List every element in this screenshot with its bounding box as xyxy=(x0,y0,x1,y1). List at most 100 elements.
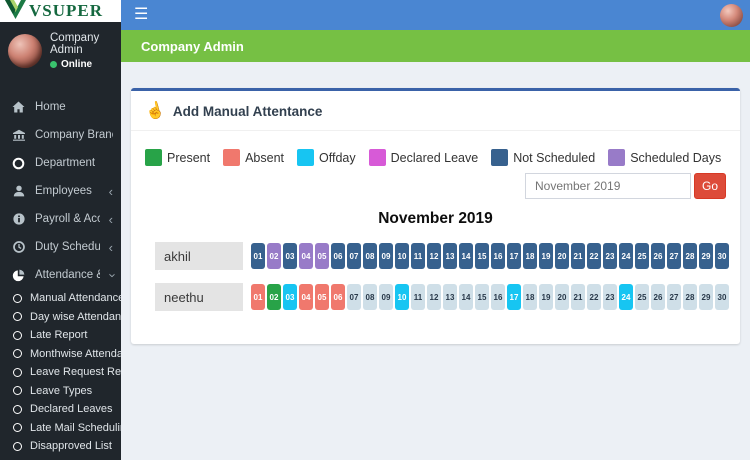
day-cell[interactable]: 29 xyxy=(699,243,713,269)
sidebar-subitem-day-wise-attendance[interactable]: Day wise Attendance xyxy=(0,308,121,327)
day-cell[interactable]: 04 xyxy=(299,284,313,310)
day-cell[interactable]: 09 xyxy=(379,243,393,269)
topbar-user-avatar[interactable] xyxy=(720,3,743,27)
day-cell[interactable]: 06 xyxy=(331,284,345,310)
day-cell[interactable]: 21 xyxy=(571,243,585,269)
day-cell[interactable]: 23 xyxy=(603,243,617,269)
sidebar-subitem-declared-leaves[interactable]: Declared Leaves xyxy=(0,400,121,419)
sidebar-item-employees[interactable]: Employees ‹ xyxy=(0,177,121,205)
sidebar-subitem-label: Late Report xyxy=(30,329,88,342)
circle-o-icon xyxy=(13,423,22,433)
month-input[interactable] xyxy=(525,173,691,199)
day-cell[interactable]: 06 xyxy=(331,243,345,269)
day-cell[interactable]: 18 xyxy=(523,243,537,269)
logo[interactable]: VSUPER xyxy=(0,0,121,22)
day-cell[interactable]: 10 xyxy=(395,284,409,310)
day-cell[interactable]: 14 xyxy=(459,243,473,269)
day-cell[interactable]: 16 xyxy=(491,243,505,269)
day-cell[interactable]: 15 xyxy=(475,284,489,310)
day-cell[interactable]: 04 xyxy=(299,243,313,269)
day-cell[interactable]: 21 xyxy=(571,284,585,310)
bank-icon xyxy=(11,129,26,141)
day-cell[interactable]: 26 xyxy=(651,284,665,310)
day-cell[interactable]: 08 xyxy=(363,284,377,310)
day-cell[interactable]: 27 xyxy=(667,243,681,269)
day-cell[interactable]: 19 xyxy=(539,284,553,310)
day-cell[interactable]: 30 xyxy=(715,243,729,269)
day-cell[interactable]: 03 xyxy=(283,243,297,269)
card-body: Present Absent Offday Declared Leave Not Sch… xyxy=(131,131,740,344)
day-cell[interactable]: 13 xyxy=(443,243,457,269)
day-cell[interactable]: 17 xyxy=(507,243,521,269)
day-cell[interactable]: 01 xyxy=(251,243,265,269)
day-cell[interactable]: 22 xyxy=(587,243,601,269)
legend-item-absent: Absent xyxy=(223,149,284,166)
content-area: ☝ Add Manual Attentance Present Absent Off… xyxy=(121,62,750,460)
day-cell[interactable]: 07 xyxy=(347,243,361,269)
day-cell[interactable]: 08 xyxy=(363,243,377,269)
day-cell[interactable]: 01 xyxy=(251,284,265,310)
sidebar-subitem-late-report[interactable]: Late Report xyxy=(0,326,121,345)
day-cell[interactable]: 28 xyxy=(683,243,697,269)
day-cell[interactable]: 12 xyxy=(427,243,441,269)
circle-o-icon xyxy=(13,312,22,322)
day-cell[interactable]: 23 xyxy=(603,284,617,310)
sidebar-subitem-manual-attendance[interactable]: Manual Attendance xyxy=(0,289,121,308)
sidebar-subitem-monthwise-attendance-report[interactable]: Monthwise Attendance Report xyxy=(0,345,121,364)
user-icon xyxy=(11,185,26,197)
day-cell[interactable]: 24 xyxy=(619,243,633,269)
day-cell[interactable]: 18 xyxy=(523,284,537,310)
sidebar-subitem-leave-types[interactable]: Leave Types xyxy=(0,382,121,401)
legend: Present Absent Offday Declared Leave Not Sch… xyxy=(145,149,726,166)
chevron-left-icon: ‹ xyxy=(108,239,113,255)
day-cell[interactable]: 20 xyxy=(555,284,569,310)
day-cell[interactable]: 30 xyxy=(715,284,729,310)
legend-label: Declared Leave xyxy=(390,150,479,165)
day-cell[interactable]: 05 xyxy=(315,284,329,310)
day-cell[interactable]: 14 xyxy=(459,284,473,310)
sidebar-subitem-late-mail-scheduling[interactable]: Late Mail Scheduling xyxy=(0,419,121,438)
day-cell[interactable]: 10 xyxy=(395,243,409,269)
day-cell[interactable]: 27 xyxy=(667,284,681,310)
day-cell[interactable]: 11 xyxy=(411,284,425,310)
day-cell[interactable]: 05 xyxy=(315,243,329,269)
day-cell[interactable]: 22 xyxy=(587,284,601,310)
day-cell[interactable]: 13 xyxy=(443,284,457,310)
day-cell[interactable]: 20 xyxy=(555,243,569,269)
user-avatar xyxy=(8,34,42,68)
day-cell[interactable]: 09 xyxy=(379,284,393,310)
day-cell[interactable]: 29 xyxy=(699,284,713,310)
sidebar-item-duty-scheduling[interactable]: Duty Scheduling ‹ xyxy=(0,233,121,261)
day-cell[interactable]: 25 xyxy=(635,284,649,310)
day-cell[interactable]: 15 xyxy=(475,243,489,269)
day-cell[interactable]: 03 xyxy=(283,284,297,310)
sidebar-item-payroll-accounts[interactable]: Payroll & Accounts ‹ xyxy=(0,205,121,233)
day-cell[interactable]: 25 xyxy=(635,243,649,269)
legend-swatch-absent xyxy=(223,149,241,166)
sidebar-item-company-branch[interactable]: Company Branch xyxy=(0,121,121,149)
day-cell[interactable]: 11 xyxy=(411,243,425,269)
sidebar-subitem-leave-request-report[interactable]: Leave Request Report xyxy=(0,363,121,382)
day-cell[interactable]: 17 xyxy=(507,284,521,310)
sidebar-item-home[interactable]: Home xyxy=(0,93,121,121)
day-cell[interactable]: 02 xyxy=(267,284,281,310)
employee-name: neethu xyxy=(155,283,243,311)
sidebar-subitem-disapproved-list[interactable]: Disapproved List xyxy=(0,437,121,456)
sidebar-item-department[interactable]: Department xyxy=(0,149,121,177)
sidebar: VSUPER Company Admin Online Home Company … xyxy=(0,0,121,460)
legend-label: Present xyxy=(167,150,211,165)
day-cell[interactable]: 16 xyxy=(491,284,505,310)
circle-o-icon xyxy=(13,404,22,414)
logo-v-icon xyxy=(5,0,26,22)
day-cell[interactable]: 19 xyxy=(539,243,553,269)
sidebar-item-attendance-leave[interactable]: Attendance & Leave‹ xyxy=(0,261,121,289)
go-button[interactable]: Go xyxy=(694,173,726,199)
day-cell[interactable]: 28 xyxy=(683,284,697,310)
day-cell[interactable]: 07 xyxy=(347,284,361,310)
hamburger-menu-icon[interactable]: ☰ xyxy=(134,6,149,23)
day-cell[interactable]: 12 xyxy=(427,284,441,310)
legend-item-present: Present xyxy=(145,149,210,166)
day-cell[interactable]: 02 xyxy=(267,243,281,269)
day-cell[interactable]: 24 xyxy=(619,284,633,310)
day-cell[interactable]: 26 xyxy=(651,243,665,269)
